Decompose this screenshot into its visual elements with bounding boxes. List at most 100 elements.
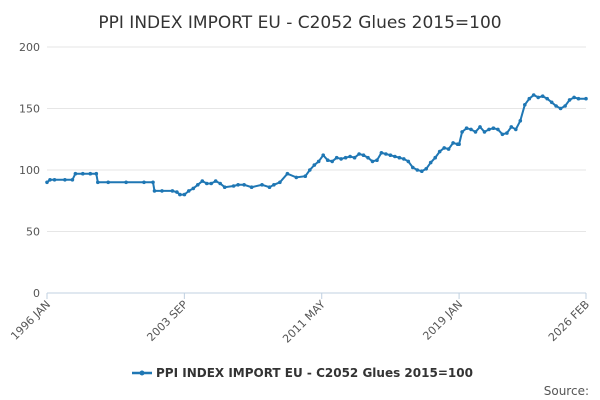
- data-point[interactable]: [572, 95, 576, 100]
- data-point[interactable]: [339, 157, 343, 161]
- data-point[interactable]: [196, 183, 200, 187]
- data-point[interactable]: [200, 179, 205, 183]
- data-point[interactable]: [558, 106, 563, 111]
- data-point[interactable]: [540, 94, 545, 98]
- data-point[interactable]: [343, 155, 348, 160]
- data-point[interactable]: [260, 183, 264, 187]
- data-point[interactable]: [514, 127, 518, 132]
- data-point[interactable]: [549, 100, 554, 105]
- data-point[interactable]: [545, 96, 549, 101]
- data-point[interactable]: [308, 168, 312, 172]
- data-point[interactable]: [178, 192, 182, 197]
- data-point[interactable]: [45, 180, 49, 185]
- data-point[interactable]: [402, 157, 406, 161]
- data-point[interactable]: [496, 127, 500, 132]
- data-point[interactable]: [151, 180, 155, 185]
- data-point[interactable]: [231, 184, 236, 188]
- data-point[interactable]: [482, 130, 487, 134]
- data-point[interactable]: [375, 158, 379, 162]
- data-point[interactable]: [52, 178, 57, 182]
- data-point[interactable]: [500, 132, 505, 137]
- data-point[interactable]: [361, 153, 366, 157]
- data-point[interactable]: [272, 183, 276, 187]
- data-point[interactable]: [142, 180, 146, 185]
- data-point[interactable]: [464, 126, 469, 130]
- data-point[interactable]: [236, 183, 240, 187]
- data-point[interactable]: [209, 181, 213, 186]
- data-point[interactable]: [94, 171, 99, 176]
- data-point[interactable]: [487, 127, 491, 132]
- data-point[interactable]: [563, 104, 567, 108]
- data-point[interactable]: [393, 154, 397, 159]
- data-point[interactable]: [460, 130, 464, 134]
- data-point[interactable]: [218, 181, 222, 186]
- data-point[interactable]: [88, 171, 93, 176]
- data-point[interactable]: [70, 178, 75, 182]
- data-point[interactable]: [576, 96, 581, 101]
- data-point[interactable]: [330, 159, 335, 164]
- data-point[interactable]: [175, 190, 179, 194]
- data-point[interactable]: [584, 96, 588, 101]
- data-point[interactable]: [478, 125, 482, 129]
- data-point[interactable]: [81, 171, 85, 176]
- data-point[interactable]: [424, 167, 429, 171]
- data-point[interactable]: [124, 180, 128, 185]
- data-point[interactable]: [411, 165, 415, 170]
- data-point[interactable]: [352, 155, 357, 160]
- data-point[interactable]: [406, 159, 411, 164]
- data-point[interactable]: [63, 178, 67, 182]
- data-point[interactable]: [222, 185, 227, 189]
- data-point[interactable]: [491, 126, 496, 130]
- data-point[interactable]: [278, 180, 282, 185]
- data-point[interactable]: [554, 104, 558, 108]
- data-point[interactable]: [303, 174, 308, 178]
- data-point[interactable]: [457, 142, 461, 146]
- data-point[interactable]: [191, 186, 196, 191]
- data-point[interactable]: [523, 103, 527, 107]
- data-point[interactable]: [527, 96, 532, 101]
- data-point[interactable]: [384, 152, 388, 156]
- data-point[interactable]: [451, 141, 455, 145]
- data-point[interactable]: [213, 179, 218, 183]
- data-point[interactable]: [388, 153, 393, 157]
- data-point[interactable]: [321, 153, 326, 157]
- data-point[interactable]: [446, 147, 451, 151]
- data-point[interactable]: [182, 192, 187, 197]
- data-point[interactable]: [48, 178, 52, 182]
- legend[interactable]: PPI INDEX IMPORT EU - C2052 Glues 2015=1…: [132, 366, 473, 380]
- data-point[interactable]: [357, 152, 361, 156]
- data-point[interactable]: [370, 159, 375, 164]
- data-point[interactable]: [433, 155, 438, 160]
- data-point[interactable]: [415, 168, 420, 172]
- data-point[interactable]: [249, 185, 254, 189]
- data-point[interactable]: [509, 125, 514, 129]
- data-point[interactable]: [285, 171, 290, 176]
- data-point[interactable]: [325, 158, 330, 162]
- data-point[interactable]: [205, 181, 209, 186]
- data-point[interactable]: [366, 155, 370, 160]
- data-point[interactable]: [267, 185, 272, 189]
- data-point[interactable]: [567, 98, 572, 102]
- data-point[interactable]: [96, 180, 100, 185]
- data-point[interactable]: [437, 149, 442, 154]
- data-point[interactable]: [152, 189, 157, 193]
- data-point[interactable]: [312, 163, 317, 167]
- data-point[interactable]: [187, 189, 191, 193]
- data-point[interactable]: [442, 146, 447, 150]
- data-point[interactable]: [106, 180, 110, 185]
- data-point[interactable]: [334, 155, 339, 160]
- data-point[interactable]: [160, 189, 164, 193]
- data-point[interactable]: [294, 175, 299, 180]
- data-point[interactable]: [379, 151, 384, 155]
- data-point[interactable]: [473, 130, 478, 134]
- data-point[interactable]: [518, 119, 523, 123]
- data-point[interactable]: [348, 154, 352, 159]
- data-point[interactable]: [531, 93, 536, 97]
- data-point[interactable]: [505, 131, 509, 135]
- data-point[interactable]: [170, 189, 175, 193]
- data-point[interactable]: [469, 127, 473, 132]
- data-point[interactable]: [536, 95, 540, 100]
- data-point[interactable]: [420, 169, 424, 173]
- data-point[interactable]: [242, 183, 246, 187]
- data-point[interactable]: [397, 155, 402, 160]
